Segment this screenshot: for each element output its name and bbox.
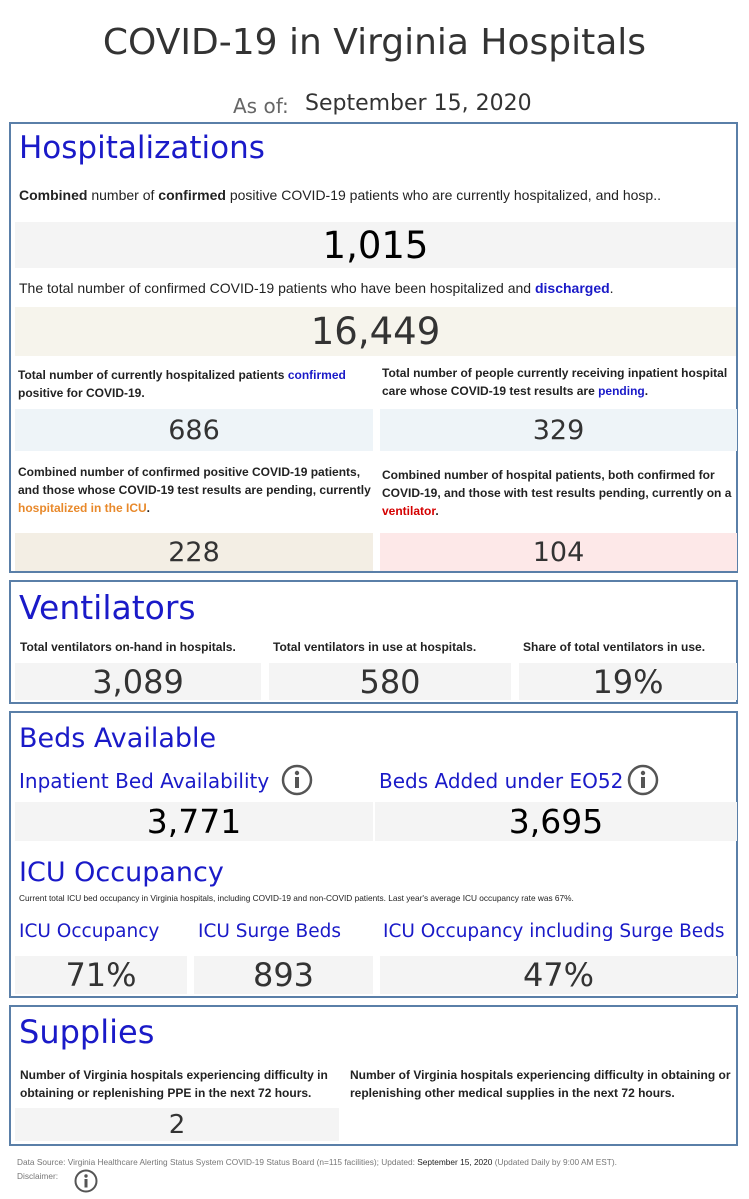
text: positive for COVID-19.: [18, 386, 145, 400]
section-title: Beds Available: [19, 723, 217, 754]
card-label: Inpatient Bed Availability: [19, 769, 270, 793]
text: hospitalized in the ICU: [18, 501, 147, 515]
value-tile: 329: [380, 409, 737, 451]
footer-source: Data Source: Virginia Healthcare Alertin…: [17, 1157, 617, 1167]
text: September 15, 2020: [417, 1157, 493, 1167]
text: Combined number of confirmed positive CO…: [18, 465, 371, 497]
text: confirmed: [287, 368, 346, 382]
text: Total number of currently hospitalized p…: [18, 368, 288, 382]
card-description: Number of Virginia hospitals experiencin…: [20, 1068, 328, 1100]
note: Current total ICU bed occupancy in Virgi…: [19, 893, 574, 903]
card-description: Share of total ventilators in use.: [523, 640, 706, 654]
value-tile: 16,449: [15, 307, 736, 356]
info-icon[interactable]: [281, 764, 313, 796]
page-title: COVID-19 in Virginia Hospitals: [102, 22, 647, 63]
text: Total number of people currently receivi…: [382, 366, 728, 398]
card-description: Number of Virginia hospitals experiencin…: [350, 1068, 731, 1100]
text: Combined: [19, 187, 88, 203]
beds-panel: Beds Available Inpatient Bed Availabilit…: [9, 711, 738, 998]
card-label: ICU Surge Beds: [198, 921, 342, 942]
section-title: Hospitalizations: [19, 130, 265, 166]
value-tile: 893: [194, 956, 373, 994]
card-description: Total number of currently hospitalized p…: [18, 366, 363, 402]
text: .: [609, 280, 614, 296]
card-label: Beds Added under EO52: [379, 769, 624, 793]
card-label: ICU Occupancy: [19, 921, 160, 942]
value-tile: 19%: [519, 663, 737, 701]
info-icon[interactable]: [627, 764, 659, 796]
section-title: Ventilators: [19, 588, 196, 627]
card-description: Combined number of hospital patients, bo…: [382, 466, 734, 520]
description: Combined number of confirmed positive CO…: [19, 187, 661, 203]
as-of-label: As of:: [233, 94, 289, 118]
hospitalizations-panel: Hospitalizations Combined number of conf…: [9, 122, 738, 573]
as-of-date: September 15, 2020: [305, 91, 532, 116]
text: number of: [87, 187, 159, 203]
text: Data Source: Virginia Healthcare Alertin…: [17, 1157, 418, 1167]
card-description: Total ventilators in use at hospitals.: [273, 640, 477, 654]
card-description: Total number of people currently receivi…: [382, 364, 732, 400]
disclaimer-label: Disclaimer:: [17, 1171, 59, 1181]
value-tile: 3,771: [15, 802, 373, 841]
card-description: Total ventilators on-hand in hospitals.: [20, 640, 236, 654]
value-tile: 3,089: [15, 663, 261, 701]
value-tile: 228: [15, 533, 373, 571]
text: positive COVID-19 patients who are curre…: [225, 187, 661, 203]
section-subtitle: ICU Occupancy: [19, 857, 224, 888]
text: .: [146, 501, 151, 515]
ventilators-panel: Ventilators Total ventilators on-hand in…: [9, 580, 738, 704]
card-description: Combined number of confirmed positive CO…: [18, 463, 373, 517]
text: discharged: [534, 280, 610, 296]
text: (Updated Daily by 9:00 AM EST).: [492, 1157, 617, 1167]
info-icon[interactable]: [74, 1169, 98, 1193]
text: pending: [598, 384, 645, 398]
value-tile: 2: [15, 1108, 339, 1141]
text: confirmed: [158, 187, 226, 203]
text: Combined number of hospital patients, bo…: [382, 468, 732, 500]
section-title: Supplies: [19, 1013, 155, 1051]
value-tile: 47%: [380, 956, 737, 994]
card-label: ICU Occupancy including Surge Beds: [383, 921, 725, 942]
supplies-panel: Supplies Number of Virginia hospitals ex…: [9, 1005, 738, 1146]
value-tile: 104: [380, 533, 737, 571]
text: The total number of confirmed COVID-19 p…: [19, 280, 535, 296]
text: ventilator: [382, 504, 436, 518]
value-tile: 3,695: [375, 802, 737, 841]
description: The total number of confirmed COVID-19 p…: [19, 280, 614, 296]
text: .: [644, 384, 649, 398]
value-tile: 71%: [15, 956, 187, 994]
text: .: [435, 504, 439, 518]
value-tile: 686: [15, 409, 373, 451]
value-tile: 580: [269, 663, 511, 701]
value-tile: 1,015: [15, 222, 736, 268]
